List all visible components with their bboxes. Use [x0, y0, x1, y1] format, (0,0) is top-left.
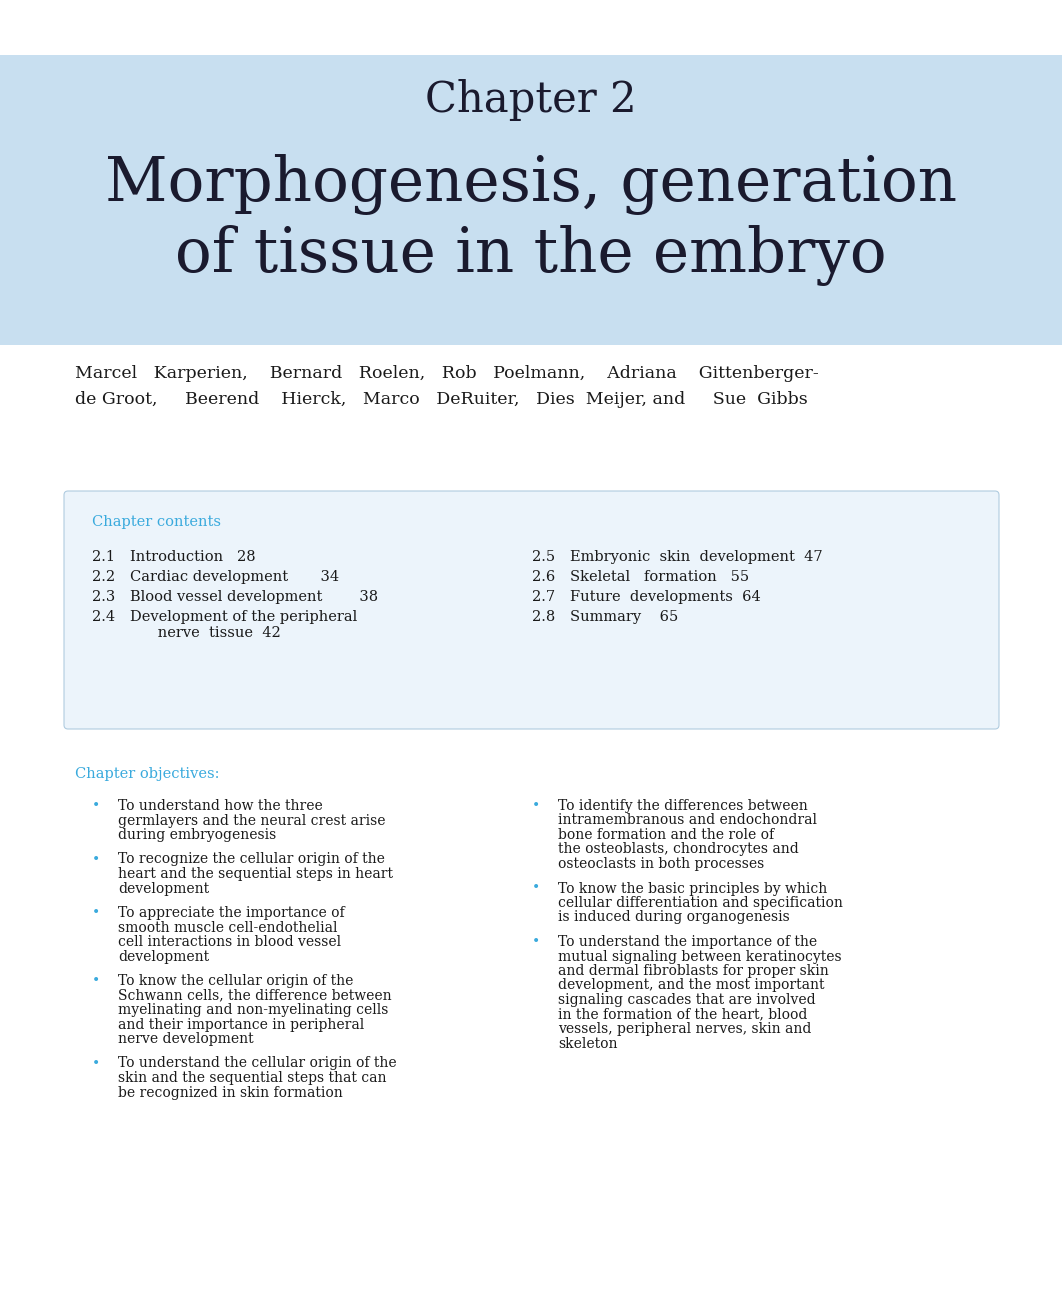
Bar: [0, 55, 1062, 345]
Text: Skeletal   formation   55: Skeletal formation 55: [570, 569, 749, 584]
Text: •: •: [532, 800, 541, 813]
Text: To understand the cellular origin of the: To understand the cellular origin of the: [118, 1056, 396, 1070]
Text: Chapter 2: Chapter 2: [425, 79, 637, 121]
Text: To understand the importance of the: To understand the importance of the: [558, 935, 817, 949]
Text: signaling cascades that are involved: signaling cascades that are involved: [558, 993, 816, 1007]
Text: Chapter contents: Chapter contents: [92, 515, 221, 529]
Text: development: development: [118, 949, 209, 964]
Text: germlayers and the neural crest arise: germlayers and the neural crest arise: [118, 814, 386, 827]
Text: cell interactions in blood vessel: cell interactions in blood vessel: [118, 935, 341, 949]
Text: osteoclasts in both processes: osteoclasts in both processes: [558, 857, 765, 871]
Text: be recognized in skin formation: be recognized in skin formation: [118, 1085, 343, 1099]
Text: To recognize the cellular origin of the: To recognize the cellular origin of the: [118, 852, 384, 867]
Text: •: •: [92, 974, 100, 988]
Text: and their importance in peripheral: and their importance in peripheral: [118, 1018, 364, 1031]
Text: 2.6: 2.6: [532, 569, 555, 584]
Text: development: development: [118, 881, 209, 896]
Text: •: •: [92, 906, 100, 920]
Text: vessels, peripheral nerves, skin and: vessels, peripheral nerves, skin and: [558, 1022, 811, 1036]
Text: Embryonic  skin  development  47: Embryonic skin development 47: [570, 550, 823, 564]
Text: myelinating and non-myelinating cells: myelinating and non-myelinating cells: [118, 1003, 389, 1016]
Text: cellular differentiation and specification: cellular differentiation and specificati…: [558, 896, 843, 910]
Text: To understand how the three: To understand how the three: [118, 800, 323, 813]
Text: Morphogenesis, generation: Morphogenesis, generation: [105, 154, 957, 216]
Text: 2.8: 2.8: [532, 610, 555, 625]
Text: skin and the sequential steps that can: skin and the sequential steps that can: [118, 1070, 387, 1085]
Text: •: •: [532, 935, 541, 949]
Text: nerve  tissue  42: nerve tissue 42: [130, 626, 280, 640]
Text: development, and the most important: development, and the most important: [558, 978, 824, 993]
Text: •: •: [92, 852, 100, 867]
Text: the osteoblasts, chondrocytes and: the osteoblasts, chondrocytes and: [558, 843, 799, 856]
Text: To know the basic principles by which: To know the basic principles by which: [558, 881, 827, 896]
Text: 2.1: 2.1: [92, 550, 115, 564]
Text: smooth muscle cell-endothelial: smooth muscle cell-endothelial: [118, 920, 338, 935]
Text: nerve development: nerve development: [118, 1032, 254, 1045]
Text: 2.5: 2.5: [532, 550, 555, 564]
Text: de Groot,     Beerend    Hierck,   Marco   DeRuiter,   Dies  Meijer, and     Sue: de Groot, Beerend Hierck, Marco DeRuiter…: [75, 391, 808, 408]
Text: To know the cellular origin of the: To know the cellular origin of the: [118, 974, 354, 988]
Text: To identify the differences between: To identify the differences between: [558, 800, 808, 813]
Text: To appreciate the importance of: To appreciate the importance of: [118, 906, 345, 920]
Text: 2.7: 2.7: [532, 590, 555, 604]
Text: •: •: [92, 800, 100, 813]
Text: Future  developments  64: Future developments 64: [570, 590, 760, 604]
Text: mutual signaling between keratinocytes: mutual signaling between keratinocytes: [558, 949, 841, 964]
Text: intramembranous and endochondral: intramembranous and endochondral: [558, 814, 817, 827]
Text: Schwann cells, the difference between: Schwann cells, the difference between: [118, 989, 392, 1002]
Text: in the formation of the heart, blood: in the formation of the heart, blood: [558, 1007, 807, 1022]
Text: 2.3: 2.3: [92, 590, 116, 604]
Text: Chapter objectives:: Chapter objectives:: [75, 767, 220, 781]
Text: 2.4: 2.4: [92, 610, 115, 625]
Text: bone formation and the role of: bone formation and the role of: [558, 828, 774, 842]
Text: Cardiac development       34: Cardiac development 34: [130, 569, 339, 584]
Text: skeleton: skeleton: [558, 1036, 617, 1051]
Text: during embryogenesis: during embryogenesis: [118, 828, 276, 842]
Text: and dermal fibroblasts for proper skin: and dermal fibroblasts for proper skin: [558, 964, 828, 978]
Text: Introduction   28: Introduction 28: [130, 550, 256, 564]
Text: •: •: [92, 1056, 100, 1070]
Text: heart and the sequential steps in heart: heart and the sequential steps in heart: [118, 867, 393, 881]
Text: Marcel   Karperien,    Bernard   Roelen,   Rob   Poelmann,    Adriana    Gittenb: Marcel Karperien, Bernard Roelen, Rob Po…: [75, 364, 819, 381]
FancyBboxPatch shape: [64, 490, 999, 729]
Text: Development of the peripheral: Development of the peripheral: [130, 610, 357, 625]
Text: of tissue in the embryo: of tissue in the embryo: [175, 225, 887, 285]
Text: •: •: [532, 881, 541, 896]
Text: Summary    65: Summary 65: [570, 610, 679, 625]
Text: Blood vessel development        38: Blood vessel development 38: [130, 590, 378, 604]
Text: is induced during organogenesis: is induced during organogenesis: [558, 910, 790, 924]
Text: 2.2: 2.2: [92, 569, 115, 584]
